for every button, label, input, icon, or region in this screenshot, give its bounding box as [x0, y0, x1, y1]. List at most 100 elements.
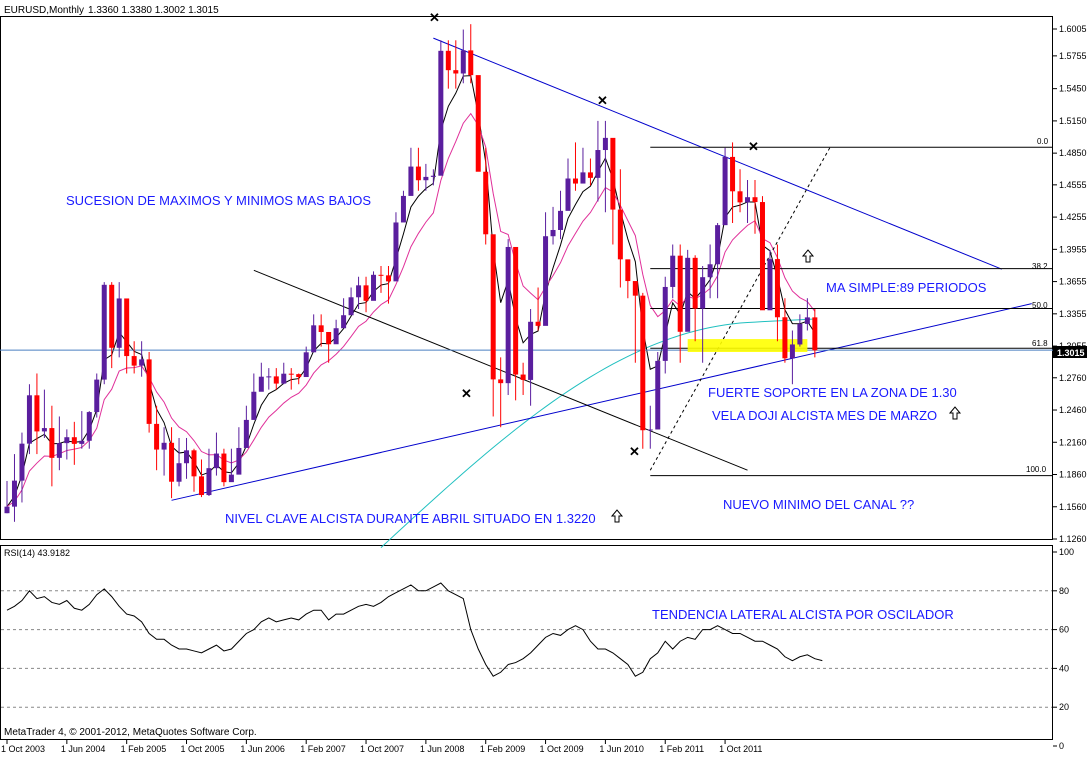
- bear-candle: [415, 166, 421, 181]
- rsi-y-tick-label: 80: [1059, 586, 1069, 596]
- bear-candle: [326, 331, 332, 345]
- bull-candle: [662, 286, 668, 361]
- bull-candle: [64, 437, 70, 444]
- annotation-sucesion: SUCESION DE MAXIMOS Y MINIMOS MAS BAJOS: [66, 193, 371, 208]
- y-tick-label: 1.2460: [1059, 405, 1087, 415]
- bull-candle: [311, 325, 317, 353]
- bull-candle: [26, 395, 32, 444]
- bear-candle: [385, 275, 391, 282]
- y-tick-label: 1.1260: [1059, 534, 1087, 544]
- bear-candle: [288, 373, 294, 375]
- bear-candle: [124, 298, 130, 357]
- axes: 1.6005 1.5755 1.5450 1.5150 1.4850 1.4555 1.42…: [1, 24, 1087, 754]
- y-tick-label: 1.1560: [1059, 502, 1087, 512]
- bull-candle: [213, 453, 219, 469]
- bull-candle: [715, 225, 721, 265]
- bull-candle: [86, 412, 92, 441]
- rsi-title: RSI(14) 43.9182: [4, 548, 70, 558]
- cross-marker-icon: ✕: [461, 386, 472, 401]
- y-tick-label: 1.5755: [1059, 51, 1087, 61]
- annotation-doji: VELA DOJI ALCISTA MES DE MARZO: [712, 408, 937, 423]
- bull-candle: [161, 442, 167, 450]
- bear-candle: [587, 172, 593, 178]
- rsi-y-tick-label: 0: [1059, 741, 1064, 751]
- bear-candle: [812, 317, 818, 351]
- bull-candle: [722, 156, 728, 226]
- x-tick-label: 1 Oct 2011: [719, 744, 762, 754]
- bull-candle: [176, 463, 182, 482]
- bull-candle: [647, 429, 653, 431]
- bull-candle: [430, 175, 436, 177]
- rsi-y-tick-label: 100: [1059, 547, 1074, 557]
- bear-candle: [737, 191, 743, 203]
- x-tick-label: 1 Oct 2003: [1, 744, 45, 754]
- bull-candle: [528, 321, 534, 380]
- bull-candle: [56, 443, 62, 458]
- bear-candle: [475, 75, 481, 172]
- bear-candle: [453, 70, 459, 74]
- x-tick-label: 1 Oct 2007: [360, 744, 404, 754]
- bear-candle: [146, 359, 152, 424]
- x-tick-label: 1 Feb 2007: [300, 744, 346, 754]
- y-tick-label: 1.3355: [1059, 309, 1087, 319]
- bear-candle: [273, 376, 279, 384]
- bull-candle: [348, 297, 354, 316]
- x-tick-label: 1 Jun 2008: [420, 744, 465, 754]
- bull-candle: [804, 317, 810, 324]
- y-tick-label: 1.4255: [1059, 212, 1087, 222]
- bear-candle: [535, 321, 541, 326]
- x-tick-label: 1 Jun 2006: [240, 744, 285, 754]
- bull-candle: [408, 166, 414, 196]
- annotation-nivel-clave: NIVEL CLAVE ALCISTA DURANTE ABRIL SITUAD…: [225, 511, 596, 526]
- bear-candle: [378, 274, 384, 276]
- bull-candle: [797, 323, 803, 345]
- x-tick-label: 1 Jun 2004: [61, 744, 106, 754]
- cross-marker-icon: ✕: [748, 139, 759, 154]
- bear-candle: [296, 374, 302, 378]
- copyright: MetaTrader 4, © 2001-2012, MetaQuotes So…: [4, 727, 257, 738]
- bull-candle: [400, 195, 406, 223]
- bear-candle: [363, 285, 369, 301]
- symbol-label: EURUSD,Monthly: [4, 5, 84, 16]
- y-tick-label: 1.6005: [1059, 24, 1087, 34]
- bull-candle: [79, 440, 85, 444]
- bear-candle: [513, 246, 519, 375]
- bear-candle: [221, 453, 227, 483]
- bull-candle: [206, 468, 212, 496]
- bull-candle: [550, 229, 556, 237]
- bull-candle: [767, 259, 773, 311]
- bull-candle: [558, 210, 564, 230]
- ohlc-readout: 1.3360 1.3380 1.3002 1.3015: [88, 5, 219, 16]
- bull-candle: [266, 376, 272, 378]
- bear-candle: [445, 50, 451, 71]
- y-tick-label: 1.5150: [1059, 116, 1087, 126]
- bull-candle: [393, 222, 399, 282]
- bull-candle: [184, 450, 190, 464]
- bull-candle: [707, 264, 713, 278]
- rsi-line: [6, 582, 823, 677]
- price-chart: [0, 24, 1053, 548]
- rsi-chart: [1, 582, 1052, 708]
- bear-candle: [498, 379, 504, 384]
- current-price-label: 1.3015: [1057, 348, 1085, 358]
- bull-candle: [423, 176, 429, 181]
- cross-marker-icon: ✕: [429, 10, 440, 25]
- bear-candle: [677, 255, 683, 332]
- bear-candle: [520, 374, 526, 380]
- bear-candle: [752, 197, 758, 203]
- bear-candle: [468, 50, 474, 76]
- bull-candle: [543, 236, 549, 326]
- bear-candle: [632, 281, 638, 296]
- x-tick-label: 1 Oct 2009: [540, 744, 584, 754]
- y-tick-label: 1.1860: [1059, 470, 1087, 480]
- bear-candle: [640, 295, 646, 431]
- rsi-y-tick-label: 40: [1059, 663, 1069, 673]
- y-tick-label: 1.3655: [1059, 277, 1087, 287]
- y-tick-label: 1.2160: [1059, 437, 1087, 447]
- bear-candle: [572, 178, 578, 184]
- bear-candle: [759, 202, 765, 311]
- annotation-ma-simple: MA SIMPLE:89 PERIODOS: [826, 280, 987, 295]
- bear-candle: [625, 259, 631, 282]
- rsi-panel: [0, 545, 1053, 740]
- bull-candle: [789, 344, 795, 359]
